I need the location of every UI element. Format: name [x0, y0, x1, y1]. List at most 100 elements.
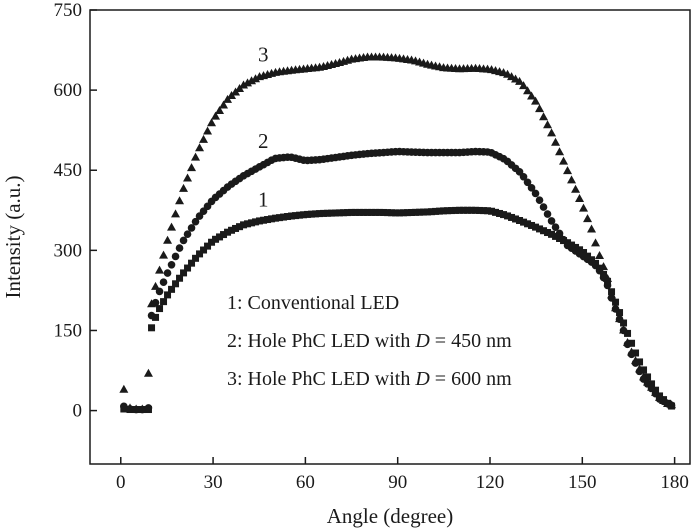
- data-point: [336, 209, 344, 217]
- data-point: [528, 221, 536, 229]
- data-point: [424, 208, 432, 216]
- data-point: [228, 226, 236, 234]
- data-point: [292, 212, 300, 220]
- data-point: [527, 91, 537, 100]
- data-point: [523, 178, 532, 187]
- data-point: [504, 212, 512, 220]
- data-point: [452, 206, 460, 214]
- data-point: [523, 86, 533, 95]
- data-point: [316, 210, 324, 218]
- data-point: [155, 265, 165, 274]
- x-axis: 0 30 60 90 120 150 180: [116, 457, 689, 493]
- y-tick-label: 300: [54, 240, 83, 261]
- data-point: [244, 220, 252, 228]
- data-point: [328, 209, 336, 217]
- data-point: [404, 209, 412, 217]
- data-point: [543, 120, 553, 129]
- data-point: [160, 298, 168, 306]
- data-point: [156, 305, 164, 313]
- data-point: [476, 206, 484, 214]
- data-point: [184, 264, 192, 272]
- data-point: [216, 233, 224, 241]
- x-tick-label: 120: [476, 472, 505, 493]
- curve-label-3: 3: [258, 42, 269, 66]
- y-axis: 0 150 300 450 600 750: [54, 0, 97, 422]
- data-point: [556, 234, 564, 242]
- data-point: [540, 227, 548, 235]
- data-point: [252, 218, 260, 226]
- data-point: [167, 222, 177, 231]
- y-tick-label: 150: [54, 320, 83, 341]
- data-point: [563, 166, 573, 175]
- data-point: [179, 236, 188, 245]
- data-point: [647, 382, 657, 391]
- data-point: [148, 324, 156, 332]
- data-point: [368, 208, 376, 216]
- data-point: [535, 196, 544, 204]
- data-point: [519, 81, 529, 90]
- data-point: [159, 250, 169, 259]
- data-point: [535, 104, 545, 113]
- data-point: [176, 274, 184, 282]
- data-point: [576, 246, 584, 254]
- data-point: [632, 349, 640, 357]
- legend-entry-1: 1: Conventional LED: [227, 292, 399, 314]
- x-tick-label: 30: [204, 472, 223, 493]
- data-point: [171, 252, 180, 261]
- data-point: [183, 230, 192, 238]
- data-point: [408, 208, 416, 216]
- data-point: [428, 208, 436, 216]
- plot-frame: [89, 9, 691, 465]
- data-point: [360, 208, 368, 216]
- data-point: [143, 368, 153, 377]
- data-point: [180, 269, 188, 277]
- curve-labels: 1 2 3: [258, 42, 269, 211]
- data-point: [659, 395, 669, 404]
- data-point: [348, 208, 356, 216]
- data-point: [312, 210, 320, 218]
- data-point: [364, 208, 372, 216]
- data-point: [552, 232, 560, 240]
- data-point: [480, 207, 488, 215]
- data-point: [515, 76, 525, 85]
- data-point: [667, 400, 677, 409]
- series-layer: [119, 52, 677, 414]
- data-point: [520, 218, 528, 226]
- data-point: [344, 209, 352, 217]
- data-point: [144, 404, 153, 412]
- data-point: [392, 209, 400, 217]
- data-point: [579, 203, 589, 212]
- data-point: [131, 404, 141, 413]
- data-point: [248, 219, 256, 227]
- data-point: [420, 208, 428, 216]
- data-point: [212, 235, 220, 243]
- data-point: [412, 208, 420, 216]
- data-point: [484, 207, 492, 215]
- y-tick-label: 600: [54, 80, 83, 101]
- data-point: [215, 106, 225, 115]
- data-point: [615, 314, 625, 323]
- data-point: [168, 285, 176, 293]
- y-axis-title: Intensity (a.u.): [1, 175, 25, 298]
- data-point: [388, 209, 396, 217]
- data-point: [655, 392, 665, 401]
- data-point: [599, 262, 609, 271]
- legend: 1: Conventional LED 2: Hole PhC LED with…: [227, 292, 512, 390]
- data-point: [380, 208, 388, 216]
- x-tick-label: 60: [296, 472, 315, 493]
- data-point: [432, 207, 440, 215]
- data-point: [516, 217, 524, 225]
- data-point: [607, 290, 617, 299]
- data-point: [448, 207, 456, 215]
- data-point: [575, 194, 585, 203]
- data-point: [639, 372, 649, 381]
- data-point: [544, 229, 552, 237]
- data-point: [179, 183, 189, 192]
- data-point: [583, 214, 593, 223]
- data-point: [125, 403, 135, 412]
- data-point: [531, 96, 541, 105]
- data-point: [616, 309, 624, 317]
- x-tick-label: 0: [116, 472, 126, 493]
- data-point: [512, 215, 520, 223]
